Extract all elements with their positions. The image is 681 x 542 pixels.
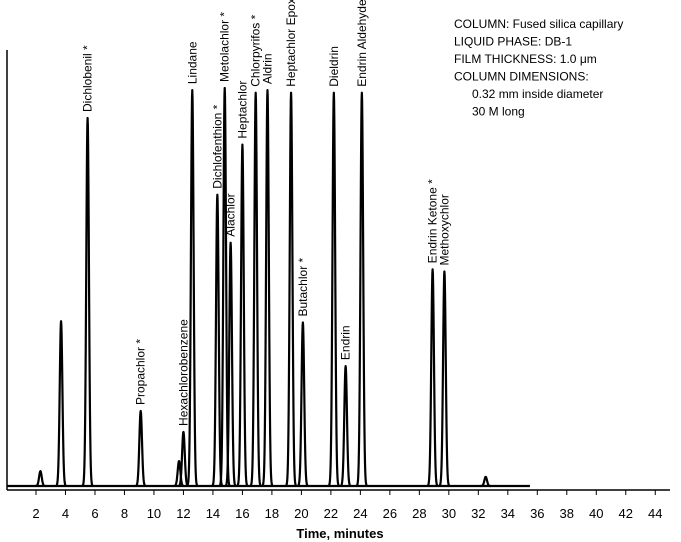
peak (296, 321, 310, 488)
peak-label: Aldrin (260, 53, 274, 84)
peak (81, 116, 94, 487)
peak (261, 89, 274, 487)
peak (426, 268, 439, 487)
peak (479, 475, 492, 488)
peak-label: Lindane (185, 41, 199, 84)
x-tick-label: 2 (32, 506, 39, 521)
x-tick-label: 30 (442, 506, 456, 521)
peak-label: Propachlor * (134, 339, 148, 405)
peak (284, 91, 298, 487)
x-tick-label: 4 (62, 506, 69, 521)
x-tick-label: 42 (619, 506, 633, 521)
x-tick-label: 16 (235, 506, 249, 521)
x-axis-label: Time, minutes (296, 526, 383, 541)
annotation: 0.32 mm inside diameter (472, 87, 603, 101)
peak (339, 365, 352, 488)
x-tick-label: 28 (412, 506, 426, 521)
peak (54, 320, 68, 488)
peak-label: Endrin Ketone * (426, 179, 440, 263)
x-tick-label: 32 (471, 506, 485, 521)
x-tick-label: 20 (294, 506, 308, 521)
peak-label: Endrin (339, 325, 353, 360)
x-tick-label: 10 (147, 506, 161, 521)
x-tick-label: 36 (530, 506, 544, 521)
x-tick-label: 8 (121, 506, 128, 521)
x-tick-label: 38 (560, 506, 574, 521)
x-tick-label: 24 (353, 506, 367, 521)
peak-label: Alachlor (224, 193, 238, 236)
peak-label: Dieldrin (327, 46, 341, 87)
peak (224, 241, 237, 487)
peak (134, 409, 147, 488)
peak-label: Hexachlorobenzene (176, 319, 190, 426)
peak (327, 91, 340, 487)
x-tick-label: 40 (589, 506, 603, 521)
x-tick-label: 14 (206, 506, 220, 521)
x-tick-label: 44 (648, 506, 662, 521)
x-tick-label: 6 (91, 506, 98, 521)
x-tick-label: 22 (324, 506, 338, 521)
annotation: 30 M long (472, 105, 525, 119)
peak (177, 430, 190, 488)
peak-label: Methoxychlor (437, 194, 451, 265)
peak (34, 470, 47, 488)
x-tick-label: 26 (383, 506, 397, 521)
peak-label: Heptachlor Epoxide (284, 0, 298, 87)
peak-label: Butachlor * (296, 257, 310, 316)
peak-label: Dichlobenil * (81, 45, 95, 112)
x-tick-label: 12 (176, 506, 190, 521)
x-tick-label: 18 (265, 506, 279, 521)
peak (438, 270, 451, 487)
peak-label: Metolachlor * (218, 12, 232, 82)
peak-label: Chlorpyrifos * (249, 14, 263, 86)
peak (249, 91, 262, 487)
peak (236, 143, 249, 487)
peak (172, 460, 186, 488)
annotation: COLUMN: Fused silica capillary (454, 17, 623, 31)
peak-label: Heptachlor (235, 81, 249, 139)
annotation: COLUMN DIMENSIONS: (454, 70, 589, 84)
annotation: LIQUID PHASE: DB-1 (454, 35, 572, 49)
peak-label: Endrin Aldehyde * (355, 0, 369, 87)
annotation: FILM THICKNESS: 1.0 μm (454, 52, 597, 66)
peak (355, 91, 368, 487)
peak (186, 89, 199, 487)
peak-label: Dichlofenthion * (210, 104, 224, 188)
x-tick-label: 34 (501, 506, 515, 521)
